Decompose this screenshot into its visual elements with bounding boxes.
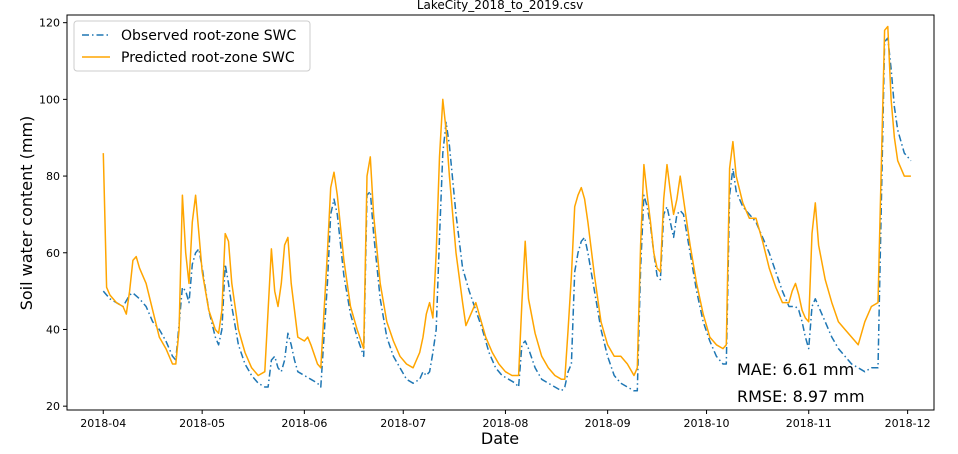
x-tick-label: 2018-10 bbox=[684, 417, 730, 430]
y-axis-label: Soil water content (mm) bbox=[17, 116, 36, 311]
x-tick-label: 2018-06 bbox=[281, 417, 327, 430]
legend-label-observed: Observed root-zone SWC bbox=[121, 28, 297, 44]
x-tick-label: 2018-05 bbox=[179, 417, 225, 430]
x-tick-label: 2018-07 bbox=[380, 417, 426, 430]
x-axis-ticks: 2018-04 2018-05 2018-06 2018-07 2018-08 2018-… bbox=[80, 410, 931, 430]
series-line-predicted bbox=[102, 25, 911, 381]
y-tick-label: 60 bbox=[46, 247, 60, 260]
x-tick-label: 2018-09 bbox=[585, 417, 631, 430]
rmse-annotation: RMSE: 8.97 mm bbox=[737, 387, 865, 406]
plot-frame bbox=[66, 14, 935, 411]
x-tick-label: 2018-12 bbox=[885, 417, 931, 430]
legend: Observed root-zone SWC Predicted root-zo… bbox=[73, 20, 311, 72]
x-tick-label: 2018-11 bbox=[786, 417, 832, 430]
series-line-observed bbox=[102, 37, 912, 392]
y-tick-label: 100 bbox=[39, 93, 60, 106]
legend-label-predicted: Predicted root-zone SWC bbox=[121, 50, 295, 66]
mae-annotation: MAE: 6.61 mm bbox=[737, 360, 854, 379]
x-axis-label: Date bbox=[481, 429, 519, 448]
y-tick-label: 120 bbox=[39, 17, 60, 30]
legend-box bbox=[73, 20, 311, 72]
chart-title: LakeCity_2018_to_2019.csv bbox=[417, 0, 583, 12]
x-tick-label: 2018-04 bbox=[80, 417, 126, 430]
x-tick-label: 2018-08 bbox=[482, 417, 528, 430]
y-tick-label: 80 bbox=[46, 170, 60, 183]
y-tick-label: 20 bbox=[46, 400, 60, 413]
plot-lines bbox=[102, 25, 912, 392]
y-axis-ticks: 20 40 60 80 100 120 bbox=[39, 17, 67, 413]
y-tick-label: 40 bbox=[46, 323, 60, 336]
